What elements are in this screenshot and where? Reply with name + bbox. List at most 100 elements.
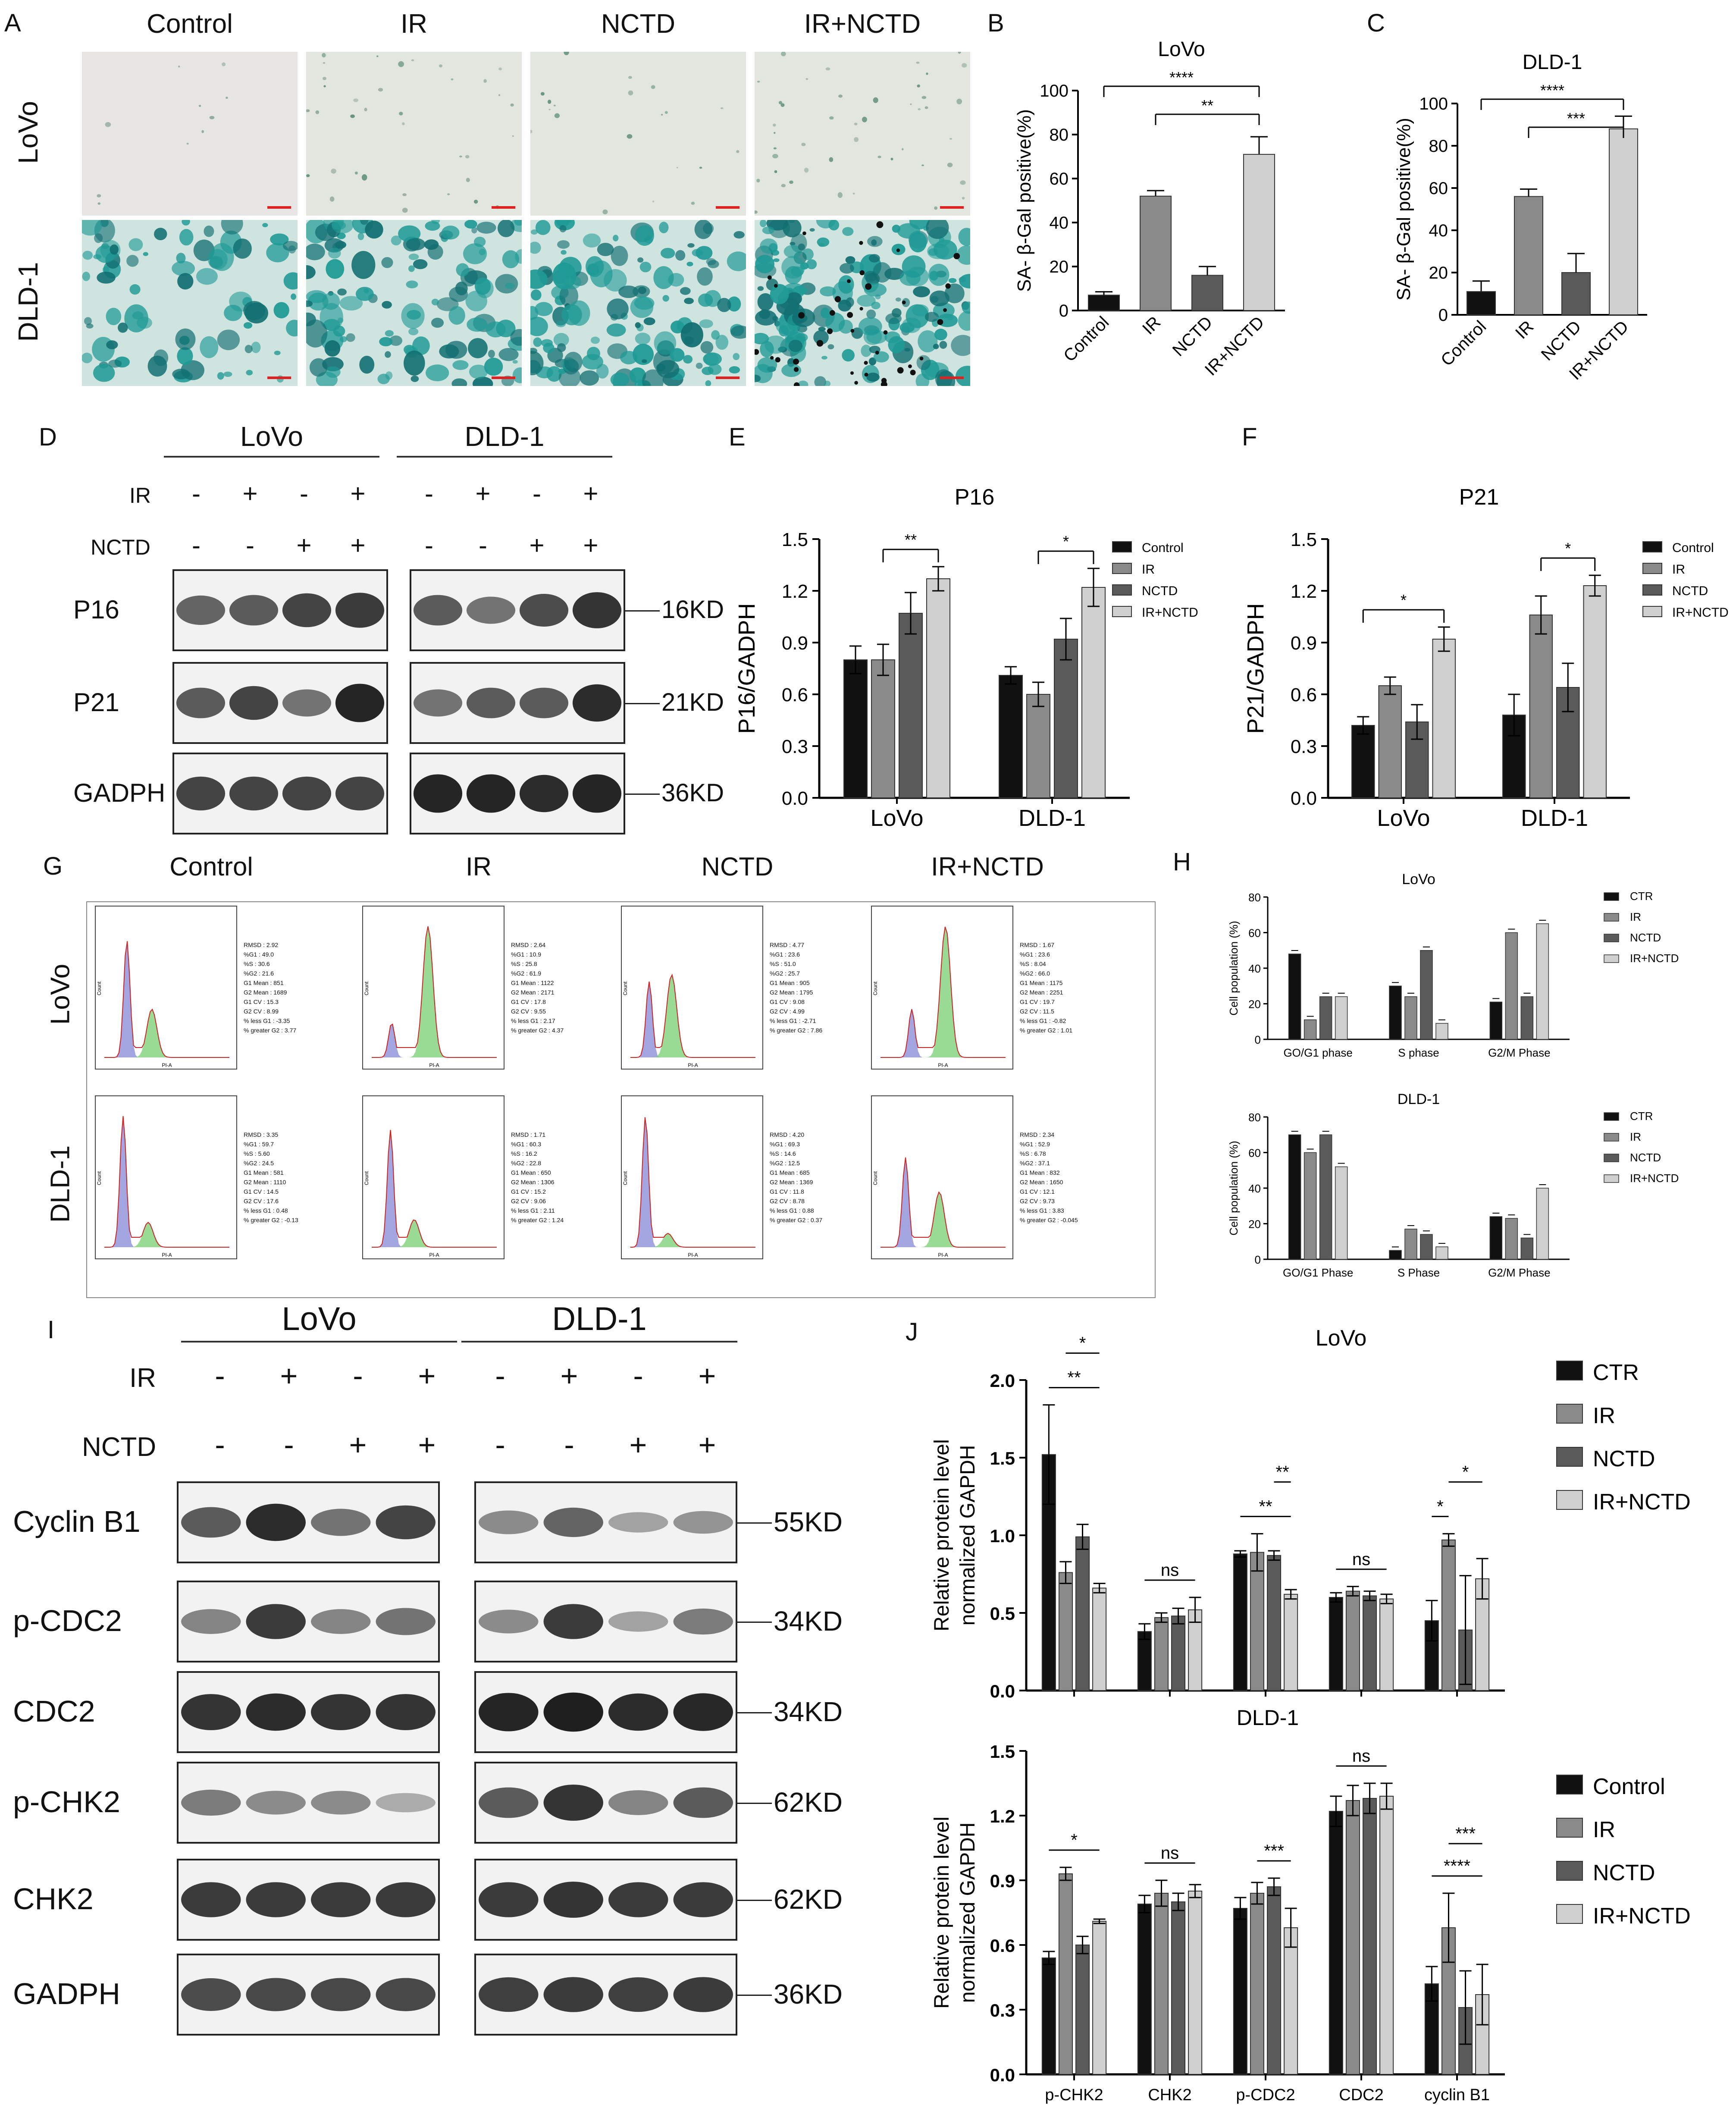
cell-stain — [634, 296, 655, 310]
cell-stain — [659, 222, 669, 233]
legend-label: IR+NCTD — [1672, 605, 1729, 620]
cell-stain — [929, 290, 949, 307]
cell-stain — [456, 263, 469, 277]
legend-label: IR — [1593, 1817, 1615, 1842]
cell-stain — [178, 66, 180, 68]
cell-stain — [924, 106, 928, 109]
y-axis-label: SA- β-Gal positive(%) — [1393, 118, 1414, 301]
cell-stain — [399, 112, 403, 116]
dark-nucleus — [875, 351, 879, 355]
protein-band — [176, 595, 226, 625]
cell-stain — [535, 220, 551, 235]
bar — [1233, 1908, 1247, 2075]
protein-band — [311, 1509, 371, 1536]
bar — [1233, 1553, 1247, 1691]
cell-stain — [838, 275, 854, 294]
cell-stain — [564, 351, 583, 372]
blot-bands — [479, 1882, 733, 1918]
cell-stain — [583, 233, 601, 248]
cell-stain — [921, 164, 924, 166]
panel-b-letter: B — [987, 9, 1004, 37]
x-tick-label: IR — [1139, 313, 1164, 338]
y-tick-label: 60 — [1248, 927, 1261, 940]
bar — [1435, 1246, 1448, 1260]
y-tick-label: 0 — [1255, 1253, 1261, 1266]
cell-stain — [105, 122, 111, 127]
bar — [1432, 639, 1456, 798]
dark-nucleus — [910, 370, 916, 376]
cell-stain — [755, 374, 761, 383]
x-tick-label: cyclin B1 — [1424, 1706, 1490, 1708]
cell-stain — [154, 349, 169, 366]
panel-i-letter: I — [47, 1316, 55, 1344]
cell-stain — [556, 320, 566, 327]
cell-stain — [692, 249, 703, 257]
cell-stain — [468, 338, 488, 358]
protein-band — [608, 1882, 668, 1917]
protein-band — [673, 1693, 733, 1731]
flow-x-label: PI-A — [938, 1062, 948, 1068]
scale-bar — [267, 376, 291, 379]
bar — [1420, 950, 1433, 1040]
kd-marker-line — [625, 703, 660, 704]
bar — [926, 578, 950, 798]
cell-stain — [854, 122, 858, 125]
cell-stain — [469, 364, 488, 379]
legend-label: IR — [1672, 562, 1685, 577]
cell-stain — [315, 110, 320, 114]
dark-nucleus — [793, 367, 799, 372]
histogram-svg: PI-A Count — [363, 1129, 497, 1258]
protein-band — [376, 1505, 436, 1540]
y-tick-label: 0.0 — [1291, 788, 1317, 809]
nctd-sign: - — [284, 1428, 294, 1462]
cell-stain — [921, 96, 927, 99]
flow-stats-text: RMSD : 4.77 %G1 : 23.6 %S : 51.0 %G2 : 2… — [770, 941, 823, 1034]
y-tick-label: 100 — [1040, 82, 1069, 100]
x-tick-label: S Phase — [1398, 1266, 1440, 1279]
chart-title: DLD-1 — [1523, 51, 1582, 74]
kd-marker-line — [737, 1622, 772, 1623]
cell-stain — [651, 85, 655, 89]
cell-stain — [904, 348, 911, 352]
g2-peak — [630, 1233, 755, 1247]
cell-stain — [660, 248, 675, 259]
cell-stain — [877, 155, 881, 158]
cell-stain — [309, 358, 328, 377]
protein-band — [543, 1692, 603, 1732]
cell-stain — [172, 369, 190, 380]
panel-g-column-label: Control — [169, 852, 253, 881]
cell-stain — [306, 319, 328, 348]
cell-stain — [306, 265, 316, 279]
cell-stain — [530, 242, 541, 254]
dark-nucleus — [896, 248, 900, 252]
kd-marker-line — [737, 1712, 772, 1713]
flow-frame — [86, 901, 1156, 1298]
cell-stain — [564, 52, 569, 56]
histogram-svg: PI-A Count — [96, 1116, 229, 1258]
cell-stain — [781, 184, 786, 188]
bar — [1188, 1891, 1203, 2075]
bar — [1250, 1552, 1264, 1691]
bar — [1379, 1796, 1394, 2075]
cell-stain — [488, 350, 495, 358]
cell-stain — [842, 227, 854, 236]
panel-g-letter: G — [43, 852, 63, 880]
blot-group-label: DLD-1 — [552, 1301, 647, 1337]
nctd-sign: + — [296, 531, 312, 560]
protein-band — [376, 1793, 436, 1813]
bar — [1536, 923, 1549, 1040]
ir-row-label: IR — [129, 483, 151, 508]
bar — [1304, 1152, 1317, 1260]
protein-band — [413, 595, 463, 626]
scale-bar — [716, 376, 740, 379]
scale-bar — [940, 376, 964, 379]
cell-stain — [97, 271, 116, 284]
fit-curve — [372, 1129, 497, 1248]
blot-bands — [413, 592, 622, 628]
microscopy-image — [530, 52, 746, 216]
panel-f-letter: F — [1242, 423, 1257, 451]
dark-nucleus — [945, 283, 951, 289]
cell-stain — [530, 317, 548, 336]
cell-stain — [916, 61, 920, 64]
cell-stain — [680, 322, 703, 348]
